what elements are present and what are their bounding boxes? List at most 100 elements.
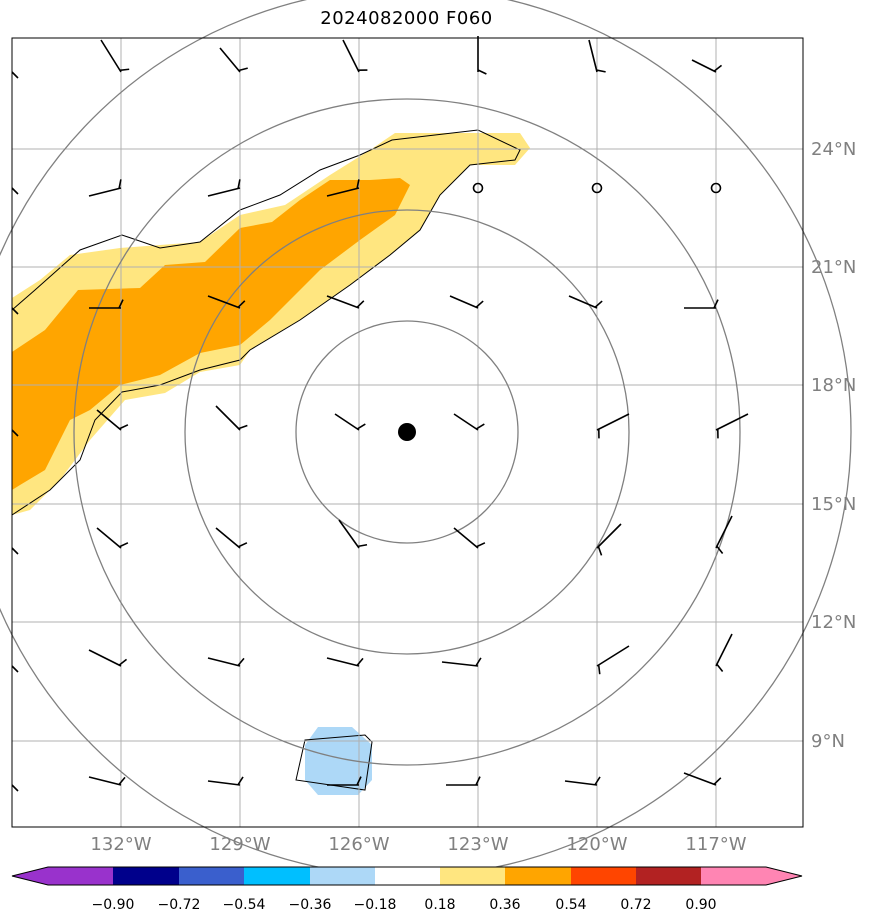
lat-label: 9°N xyxy=(811,731,845,752)
colorbar-segment xyxy=(310,867,375,885)
lon-label: 120°W xyxy=(566,834,627,855)
wind-barb xyxy=(596,645,630,675)
wind-barb xyxy=(441,657,482,667)
range-ring-2 xyxy=(184,209,630,655)
lon-label: 117°W xyxy=(685,834,746,855)
wind-barb xyxy=(88,776,126,786)
colorbar-segment xyxy=(244,867,310,885)
colorbar-segment xyxy=(636,867,701,885)
range-ring-3 xyxy=(73,98,741,766)
lon-label: 132°W xyxy=(90,834,151,855)
range-ring-1 xyxy=(295,320,519,544)
contour-lines xyxy=(11,129,521,791)
longitude-labels: 132°W 129°W 126°W 123°W 120°W 117°W xyxy=(90,834,746,855)
colorbar-ticks: −0.90 −0.72 −0.54 −0.36 −0.18 0.18 0.36 … xyxy=(92,897,717,913)
contour-positive xyxy=(11,129,521,516)
wind-barb xyxy=(88,649,128,667)
lat-label: 21°N xyxy=(811,257,856,278)
wind-barb xyxy=(683,772,722,786)
colorbar-tick-label: −0.36 xyxy=(289,897,332,913)
colorbar-segment xyxy=(375,867,440,885)
lat-label: 15°N xyxy=(811,494,856,515)
storm-center-marker xyxy=(398,423,416,441)
map-title: 2024082000 F060 xyxy=(320,8,493,29)
colorbar-segment xyxy=(440,867,505,885)
colorbar-segment xyxy=(505,867,571,885)
wind-barb xyxy=(596,523,622,556)
colorbar-tick-label: −0.18 xyxy=(354,897,397,913)
lon-label: 123°W xyxy=(447,834,508,855)
calm-wind-circle xyxy=(591,182,603,194)
colorbar-tick-label: −0.72 xyxy=(158,897,201,913)
wind-barbs xyxy=(11,36,749,792)
wind-barb xyxy=(338,519,368,549)
wind-barb xyxy=(326,295,365,309)
latitude-labels: 24°N 21°N 18°N 15°N 12°N 9°N xyxy=(811,139,856,752)
colorbar-tick-label: 0.36 xyxy=(489,897,520,913)
wind-barb xyxy=(564,776,601,786)
wind-barb xyxy=(568,295,603,309)
wind-barb xyxy=(326,179,360,197)
wind-barb xyxy=(715,515,733,555)
wind-barb xyxy=(327,776,362,786)
lat-label: 12°N xyxy=(811,612,856,633)
wind-barb xyxy=(215,527,248,549)
colorbar-segment xyxy=(701,867,766,885)
colorbar-extend-low xyxy=(12,867,48,885)
lat-label: 24°N xyxy=(811,139,856,160)
colorbar-tick-label: 0.72 xyxy=(620,897,651,913)
wind-barb xyxy=(11,665,19,673)
wind-barb xyxy=(100,39,130,73)
colorbar-outline xyxy=(11,866,803,886)
wind-barb xyxy=(219,47,248,73)
wind-barb xyxy=(596,413,630,439)
colorbar-tick-label: 0.90 xyxy=(685,897,716,913)
shade-0.18-0.36 xyxy=(12,133,530,515)
wind-barb xyxy=(453,527,486,549)
wind-barb xyxy=(207,179,241,197)
lon-label: 129°W xyxy=(209,834,270,855)
wind-barb xyxy=(11,187,19,195)
shade-neg-0.18-0.36 xyxy=(305,727,372,795)
shaded-fields xyxy=(12,133,530,795)
wind-barb xyxy=(11,71,19,79)
wind-barb xyxy=(684,299,719,309)
wind-barb xyxy=(215,405,248,431)
lon-label: 126°W xyxy=(328,834,389,855)
wind-barb xyxy=(11,784,19,792)
wind-barb xyxy=(11,429,19,437)
contour-negative xyxy=(295,734,373,791)
wind-barb xyxy=(88,179,122,197)
colorbar-segment xyxy=(48,867,113,885)
wind-barb xyxy=(89,299,124,309)
colorbar xyxy=(11,866,803,886)
colorbar-segment xyxy=(179,867,244,885)
colorbar-tick-label: −0.54 xyxy=(223,897,266,913)
colorbar-extend-high xyxy=(766,867,802,885)
wind-barb xyxy=(449,295,484,309)
wind-barb xyxy=(326,657,364,667)
colorbar-tick-label: 0.54 xyxy=(555,897,586,913)
wind-barb xyxy=(715,633,733,673)
wind-barb xyxy=(11,547,19,555)
map-panel xyxy=(0,0,852,877)
wind-barb xyxy=(342,39,368,73)
wind-barb xyxy=(207,657,245,667)
wind-barb xyxy=(691,59,723,73)
graticule xyxy=(12,38,803,827)
colorbar-tick-label: −0.90 xyxy=(92,897,135,913)
wind-barb xyxy=(11,307,19,315)
wind-barb xyxy=(207,295,246,309)
colorbar-segment xyxy=(113,867,179,885)
wind-barb xyxy=(446,776,481,786)
lat-label: 18°N xyxy=(811,375,856,396)
wind-barb xyxy=(453,413,485,431)
wind-barb xyxy=(96,409,129,431)
calm-wind-circle xyxy=(472,182,484,194)
wind-barb xyxy=(207,776,244,786)
map-frame xyxy=(11,37,804,828)
colorbar-segment xyxy=(571,867,636,885)
wind-barb xyxy=(715,413,749,439)
wind-barb xyxy=(588,39,606,73)
